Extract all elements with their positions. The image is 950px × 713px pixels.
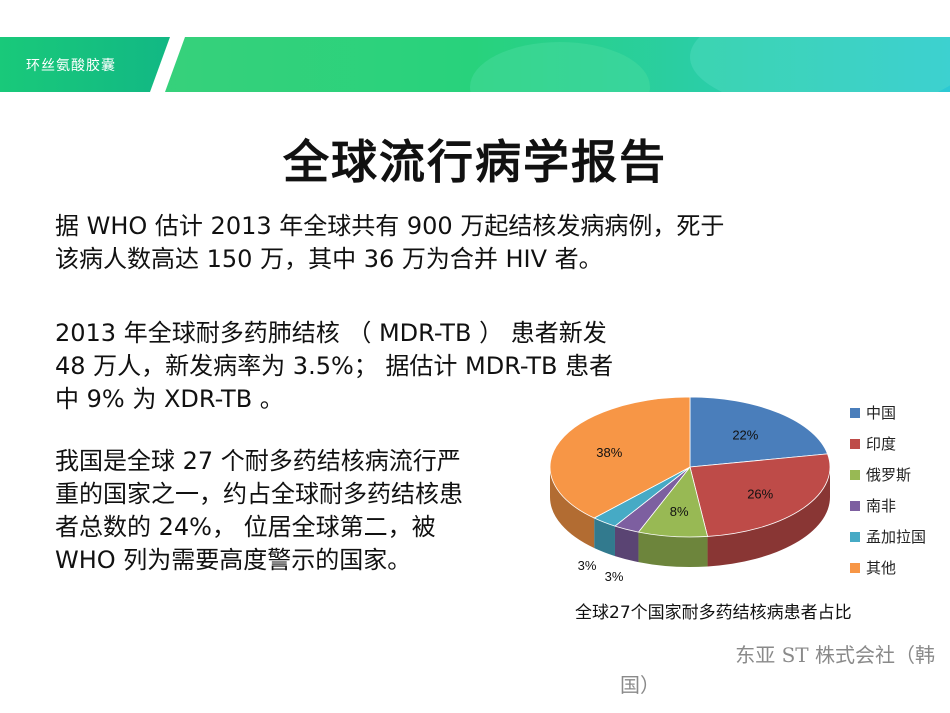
pie-slice-印度	[689, 453, 831, 537]
legend-label: 印度	[866, 435, 896, 453]
pie-label-中国: 22%	[732, 428, 758, 443]
header-label: 环丝氨酸胶囊	[26, 58, 116, 74]
legend-label: 俄罗斯	[866, 466, 911, 484]
paragraph-line: 该病人数高达 150 万，其中 36 万为合并 HIV 者。	[55, 245, 603, 273]
pie-slice-其他	[549, 396, 691, 519]
legend-label: 孟加拉国	[866, 528, 926, 546]
pie-label-俄罗斯: 8%	[670, 504, 689, 519]
pie-side-5	[550, 467, 595, 549]
paragraph-line: 中 9% 为 XDR-TB 。	[55, 385, 284, 413]
pie-label-印度: 26%	[747, 487, 773, 502]
paragraph-line: 重的国家之一，约占全球耐多药结核患	[55, 480, 463, 508]
paragraph-3: 我国是全球 27 个耐多药结核病流行严 重的国家之一，约占全球耐多药结核患 者总…	[55, 445, 463, 577]
pie-label-其他: 38%	[596, 445, 622, 460]
paragraph-1: 据 WHO 估计 2013 年全球共有 900 万起结核发病病例，死于 该病人数…	[55, 210, 724, 276]
legend-swatch	[850, 501, 860, 511]
legend-swatch	[850, 470, 860, 480]
pie-side-3	[614, 526, 639, 563]
paragraph-line: 我国是全球 27 个耐多药结核病流行严	[55, 447, 461, 475]
paragraph-line: 2013 年全球耐多药肺结核 （ MDR-TB ） 患者新发	[55, 319, 607, 347]
company-line: 东亚 ST 株式会社（韩	[735, 643, 935, 667]
paragraph-line: 据 WHO 估计 2013 年全球共有 900 万起结核发病病例，死于	[55, 212, 725, 240]
legend-label: 南非	[866, 497, 896, 515]
pie-side-2	[638, 532, 708, 567]
paragraph-2: 2013 年全球耐多药肺结核 （ MDR-TB ） 患者新发 48 万人，新发病…	[55, 317, 613, 416]
pie-side-4	[594, 518, 615, 557]
company-name: 东亚 ST 株式会社（韩 国）	[620, 640, 935, 700]
pie-side-1	[707, 467, 830, 567]
legend-swatch	[850, 439, 860, 449]
paragraph-line: 48 万人，新发病率为 3.5%； 据估计 MDR-TB 患者	[55, 352, 614, 380]
legend-label: 其他	[866, 559, 896, 577]
legend-label: 中国	[866, 404, 896, 422]
pie-label-南非: 3%	[605, 569, 624, 584]
header-banner	[0, 37, 950, 92]
pie-slice-中国	[689, 396, 829, 468]
company-line: 国）	[620, 673, 660, 697]
chart-caption: 全球27个国家耐多药结核病患者占比	[575, 603, 852, 623]
legend-swatch	[850, 408, 860, 418]
legend-swatch	[850, 563, 860, 573]
legend-swatch	[850, 532, 860, 542]
paragraph-line: WHO 列为需要高度警示的国家。	[55, 546, 412, 574]
slide-title: 全球流行病学报告	[283, 135, 667, 189]
pie-label-孟加拉国: 3%	[578, 558, 597, 573]
paragraph-line: 者总数的 24%， 位居全球第二，被	[55, 513, 436, 541]
